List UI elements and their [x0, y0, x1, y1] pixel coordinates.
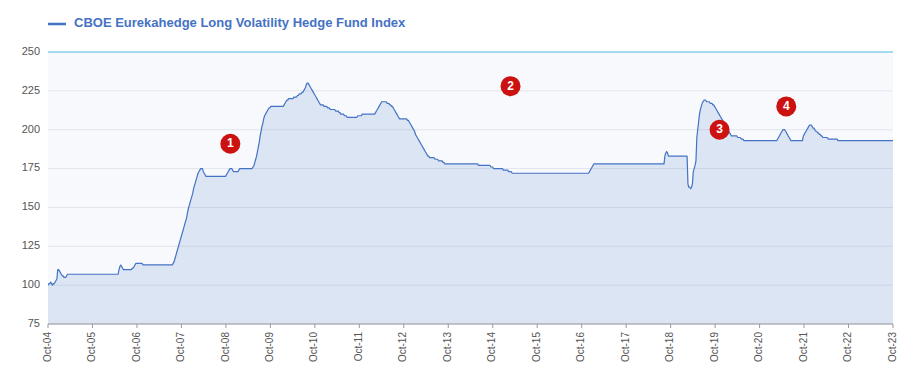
x-tick-label: Oct-05 [86, 332, 97, 362]
y-tick-label: 100 [22, 278, 40, 290]
top-range-line [48, 51, 893, 52]
x-tick-label: Oct-19 [709, 332, 720, 362]
x-tick [804, 324, 805, 328]
x-tick-label: Oct-10 [308, 332, 319, 362]
annotation-marker [776, 96, 796, 116]
grid-line [48, 52, 893, 53]
x-tick-label: Oct-08 [220, 332, 231, 362]
x-tick [893, 324, 894, 328]
x-tick [537, 324, 538, 328]
annotation-label: 3 [716, 122, 723, 136]
x-axis-line [48, 324, 893, 325]
y-tick-label: 175 [22, 161, 40, 173]
y-tick-label: 150 [22, 200, 40, 212]
x-tick [448, 324, 449, 328]
x-tick [136, 324, 137, 328]
annotation-marker [710, 120, 730, 140]
plot-background [48, 52, 893, 324]
x-tick-label: Oct-16 [575, 332, 586, 362]
x-tick [626, 324, 627, 328]
x-tick [492, 324, 493, 328]
x-tick [715, 324, 716, 328]
x-tick [225, 324, 226, 328]
x-tick [314, 324, 315, 328]
y-tick-label: 200 [22, 123, 40, 135]
y-tick-label: 125 [22, 239, 40, 251]
annotations: 1 2 3 4 [220, 76, 796, 154]
x-tick-label: Oct-06 [131, 332, 142, 362]
x-tick-label: Oct-12 [397, 332, 408, 362]
x-tick-label: Oct-09 [264, 332, 275, 362]
x-tick-label: Oct-04 [42, 332, 53, 362]
x-tick-label: Oct-18 [664, 332, 675, 362]
x-tick-label: Oct-23 [887, 332, 898, 362]
line [48, 83, 893, 285]
title-swatch [48, 23, 66, 26]
x-tick [92, 324, 93, 328]
x-tick [48, 324, 49, 328]
y-tick-label: 225 [22, 84, 40, 96]
x-tick-label: Oct-07 [175, 332, 186, 362]
grid-line [48, 129, 893, 130]
area [48, 83, 893, 324]
x-tick-label: Oct-20 [753, 332, 764, 362]
x-tick [359, 324, 360, 328]
x-tick-label: Oct-11 [353, 332, 364, 362]
x-tick-label: Oct-13 [442, 332, 453, 362]
x-tick [181, 324, 182, 328]
x-tick-label: Oct-15 [531, 332, 542, 362]
annotation-label: 1 [227, 136, 234, 150]
grid-line [48, 90, 893, 91]
y-tick-label: 250 [22, 45, 40, 57]
annotation-marker [220, 134, 240, 154]
x-tick [670, 324, 671, 328]
x-tick-label: Oct-17 [620, 332, 631, 362]
x-axis: Oct-04 Oct-05 Oct-06 Oct-07 Oct-08 Oct-09 Oct-… [42, 324, 898, 362]
x-tick-label: Oct-14 [486, 332, 497, 362]
x-tick-label: Oct-22 [842, 332, 853, 362]
x-tick [403, 324, 404, 328]
y-tick-label: 75 [28, 317, 40, 329]
x-tick [848, 324, 849, 328]
title-group: CBOE Eurekahedge Long Volatility Hedge F… [48, 15, 406, 30]
x-tick [270, 324, 271, 328]
annotation-label: 2 [507, 79, 514, 93]
y-axis: 75 100 125 150 175 200 225 250 [22, 45, 893, 329]
x-tick [581, 324, 582, 328]
x-tick-label: Oct-21 [798, 332, 809, 362]
x-tick [759, 324, 760, 328]
annotation-marker [501, 76, 521, 96]
grid-line [48, 324, 893, 325]
chart: 75100125150175200225250Oct-04Oct-05Oct-0… [0, 0, 915, 390]
annotation-label: 4 [783, 99, 790, 113]
title: CBOE Eurekahedge Long Volatility Hedge F… [74, 15, 406, 30]
plot-area [48, 83, 893, 324]
